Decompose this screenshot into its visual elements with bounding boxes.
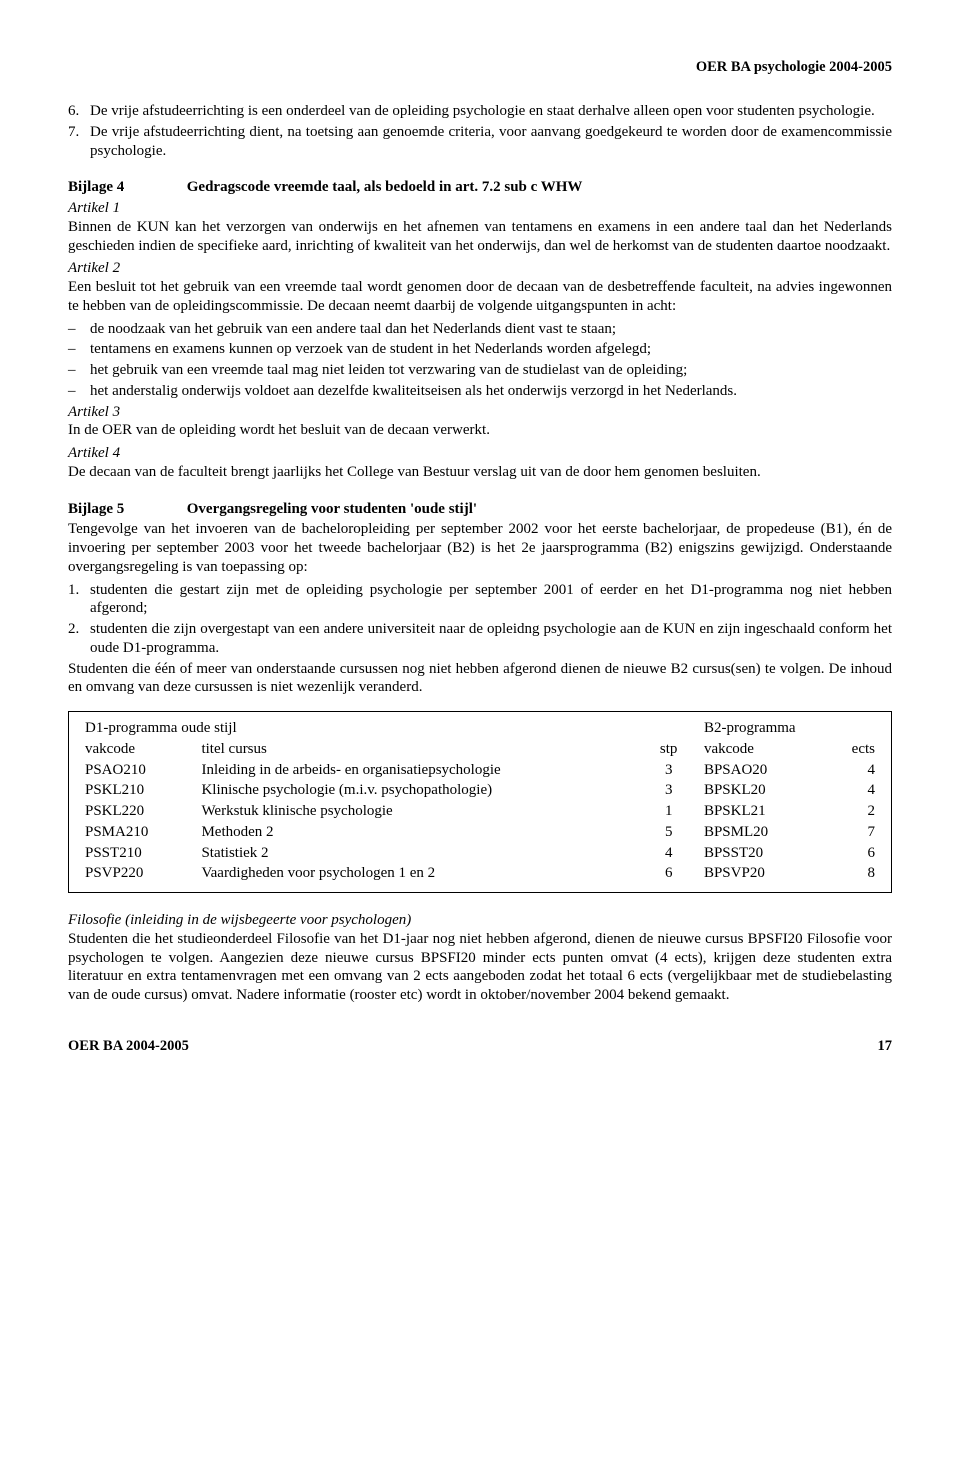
item-text: De vrije afstudeerrichting dient, na toe… bbox=[90, 123, 892, 161]
footer-left: OER BA 2004-2005 bbox=[68, 1037, 189, 1055]
footer-page-number: 17 bbox=[878, 1037, 893, 1055]
bullet-item: –het gebruik van een vreemde taal mag ni… bbox=[68, 361, 892, 380]
artikel-1-body: Binnen de KUN kan het verzorgen van onde… bbox=[68, 218, 892, 256]
header-vakcode: vakcode bbox=[81, 739, 197, 760]
cell-title: Werkstuk klinische psychologie bbox=[197, 801, 637, 822]
table-row: PSAO210 Inleiding in de arbeids- en orga… bbox=[81, 760, 879, 781]
bijlage-label: Bijlage 5 bbox=[68, 500, 183, 519]
cell-ects: 8 bbox=[827, 863, 879, 884]
bullet-text: tentamens en examens kunnen op verzoek v… bbox=[90, 340, 892, 359]
bijlage-5-outro: Studenten die één of meer van onderstaan… bbox=[68, 660, 892, 698]
artikel-1-label: Artikel 1 bbox=[68, 199, 892, 218]
item-number: 1. bbox=[68, 581, 90, 619]
artikel-2-bullets: –de noodzaak van het gebruik van een and… bbox=[68, 320, 892, 401]
item-number: 7. bbox=[68, 123, 90, 161]
cell-ects: 7 bbox=[827, 822, 879, 843]
dash-icon: – bbox=[68, 340, 90, 359]
header-ects: ects bbox=[827, 739, 879, 760]
cell-ects: 6 bbox=[827, 843, 879, 864]
cell-code: PSKL210 bbox=[81, 780, 197, 801]
cell-ects: 2 bbox=[827, 801, 879, 822]
artikel-2-intro: Een besluit tot het gebruik van een vree… bbox=[68, 278, 892, 316]
artikel-4-label: Artikel 4 bbox=[68, 444, 892, 463]
dash-icon: – bbox=[68, 382, 90, 401]
page-footer: OER BA 2004-2005 17 bbox=[68, 1037, 892, 1055]
bullet-text: de noodzaak van het gebruik van een ande… bbox=[90, 320, 892, 339]
numbered-item-7: 7. De vrije afstudeerrichting dient, na … bbox=[68, 123, 892, 161]
cell-stp: 5 bbox=[637, 822, 700, 843]
course-table: D1-programma oude stijl B2-programma vak… bbox=[81, 718, 879, 884]
cell-title: Klinische psychologie (m.i.v. psychopath… bbox=[197, 780, 637, 801]
bijlage-label: Bijlage 4 bbox=[68, 178, 183, 197]
cell-title: Vaardigheden voor psychologen 1 en 2 bbox=[197, 863, 637, 884]
filosofie-subtitle: Filosofie (inleiding in de wijsbegeerte … bbox=[68, 911, 892, 930]
dash-icon: – bbox=[68, 361, 90, 380]
numbered-item-b5-1: 1. studenten die gestart zijn met de opl… bbox=[68, 581, 892, 619]
cell-code2: BPSAO20 bbox=[700, 760, 827, 781]
bullet-text: het anderstalig onderwijs voldoet aan de… bbox=[90, 382, 892, 401]
bijlage-title: Gedragscode vreemde taal, als bedoeld in… bbox=[187, 179, 583, 195]
table-row: PSMA210 Methoden 2 5 BPSML20 7 bbox=[81, 822, 879, 843]
table-header-row-2: vakcode titel cursus stp vakcode ects bbox=[81, 739, 879, 760]
table-row: PSKL220 Werkstuk klinische psychologie 1… bbox=[81, 801, 879, 822]
course-table-box: D1-programma oude stijl B2-programma vak… bbox=[68, 711, 892, 893]
header-d1: D1-programma oude stijl bbox=[81, 718, 637, 739]
table-row: PSVP220 Vaardigheden voor psychologen 1 … bbox=[81, 863, 879, 884]
artikel-2-label: Artikel 2 bbox=[68, 259, 892, 278]
cell-title: Inleiding in de arbeids- en organisatiep… bbox=[197, 760, 637, 781]
cell-ects: 4 bbox=[827, 780, 879, 801]
bijlage-title: Overgangsregeling voor studenten 'oude s… bbox=[187, 501, 477, 517]
item-text: studenten die gestart zijn met de opleid… bbox=[90, 581, 892, 619]
artikel-3-body: In de OER van de opleiding wordt het bes… bbox=[68, 421, 892, 440]
bullet-item: –de noodzaak van het gebruik van een and… bbox=[68, 320, 892, 339]
cell-code: PSAO210 bbox=[81, 760, 197, 781]
cell-code: PSMA210 bbox=[81, 822, 197, 843]
cell-code: PSKL220 bbox=[81, 801, 197, 822]
cell-stp: 3 bbox=[637, 780, 700, 801]
artikel-3-label: Artikel 3 bbox=[68, 403, 892, 422]
dash-icon: – bbox=[68, 320, 90, 339]
cell-code: PSVP220 bbox=[81, 863, 197, 884]
item-text: studenten die zijn overgestapt van een a… bbox=[90, 620, 892, 658]
cell-code2: BPSST20 bbox=[700, 843, 827, 864]
cell-code2: BPSML20 bbox=[700, 822, 827, 843]
table-row: PSST210 Statistiek 2 4 BPSST20 6 bbox=[81, 843, 879, 864]
item-number: 2. bbox=[68, 620, 90, 658]
cell-stp: 3 bbox=[637, 760, 700, 781]
bijlage-4-heading: Bijlage 4 Gedragscode vreemde taal, als … bbox=[68, 178, 892, 197]
header-vakcode2: vakcode bbox=[700, 739, 827, 760]
bullet-item: –tentamens en examens kunnen op verzoek … bbox=[68, 340, 892, 359]
table-row: PSKL210 Klinische psychologie (m.i.v. ps… bbox=[81, 780, 879, 801]
header-running-title: OER BA psychologie 2004-2005 bbox=[68, 58, 892, 76]
cell-code2: BPSKL20 bbox=[700, 780, 827, 801]
cell-ects: 4 bbox=[827, 760, 879, 781]
bullet-item: –het anderstalig onderwijs voldoet aan d… bbox=[68, 382, 892, 401]
cell-code: PSST210 bbox=[81, 843, 197, 864]
cell-stp: 4 bbox=[637, 843, 700, 864]
cell-stp: 6 bbox=[637, 863, 700, 884]
cell-code2: BPSKL21 bbox=[700, 801, 827, 822]
bullet-text: het gebruik van een vreemde taal mag nie… bbox=[90, 361, 892, 380]
header-b2: B2-programma bbox=[700, 718, 879, 739]
item-text: De vrije afstudeerrichting is een onderd… bbox=[90, 102, 892, 121]
cell-stp: 1 bbox=[637, 801, 700, 822]
header-titel: titel cursus bbox=[197, 739, 637, 760]
artikel-4-body: De decaan van de faculteit brengt jaarli… bbox=[68, 463, 892, 482]
filosofie-body: Studenten die het studieonderdeel Filoso… bbox=[68, 930, 892, 1005]
bijlage-5-intro: Tengevolge van het invoeren van de bache… bbox=[68, 520, 892, 576]
cell-title: Statistiek 2 bbox=[197, 843, 637, 864]
numbered-item-6: 6. De vrije afstudeerrichting is een ond… bbox=[68, 102, 892, 121]
table-header-row-1: D1-programma oude stijl B2-programma bbox=[81, 718, 879, 739]
header-stp: stp bbox=[637, 739, 700, 760]
cell-title: Methoden 2 bbox=[197, 822, 637, 843]
cell-code2: BPSVP20 bbox=[700, 863, 827, 884]
numbered-item-b5-2: 2. studenten die zijn overgestapt van ee… bbox=[68, 620, 892, 658]
item-number: 6. bbox=[68, 102, 90, 121]
bijlage-5-heading: Bijlage 5 Overgangsregeling voor student… bbox=[68, 500, 892, 519]
